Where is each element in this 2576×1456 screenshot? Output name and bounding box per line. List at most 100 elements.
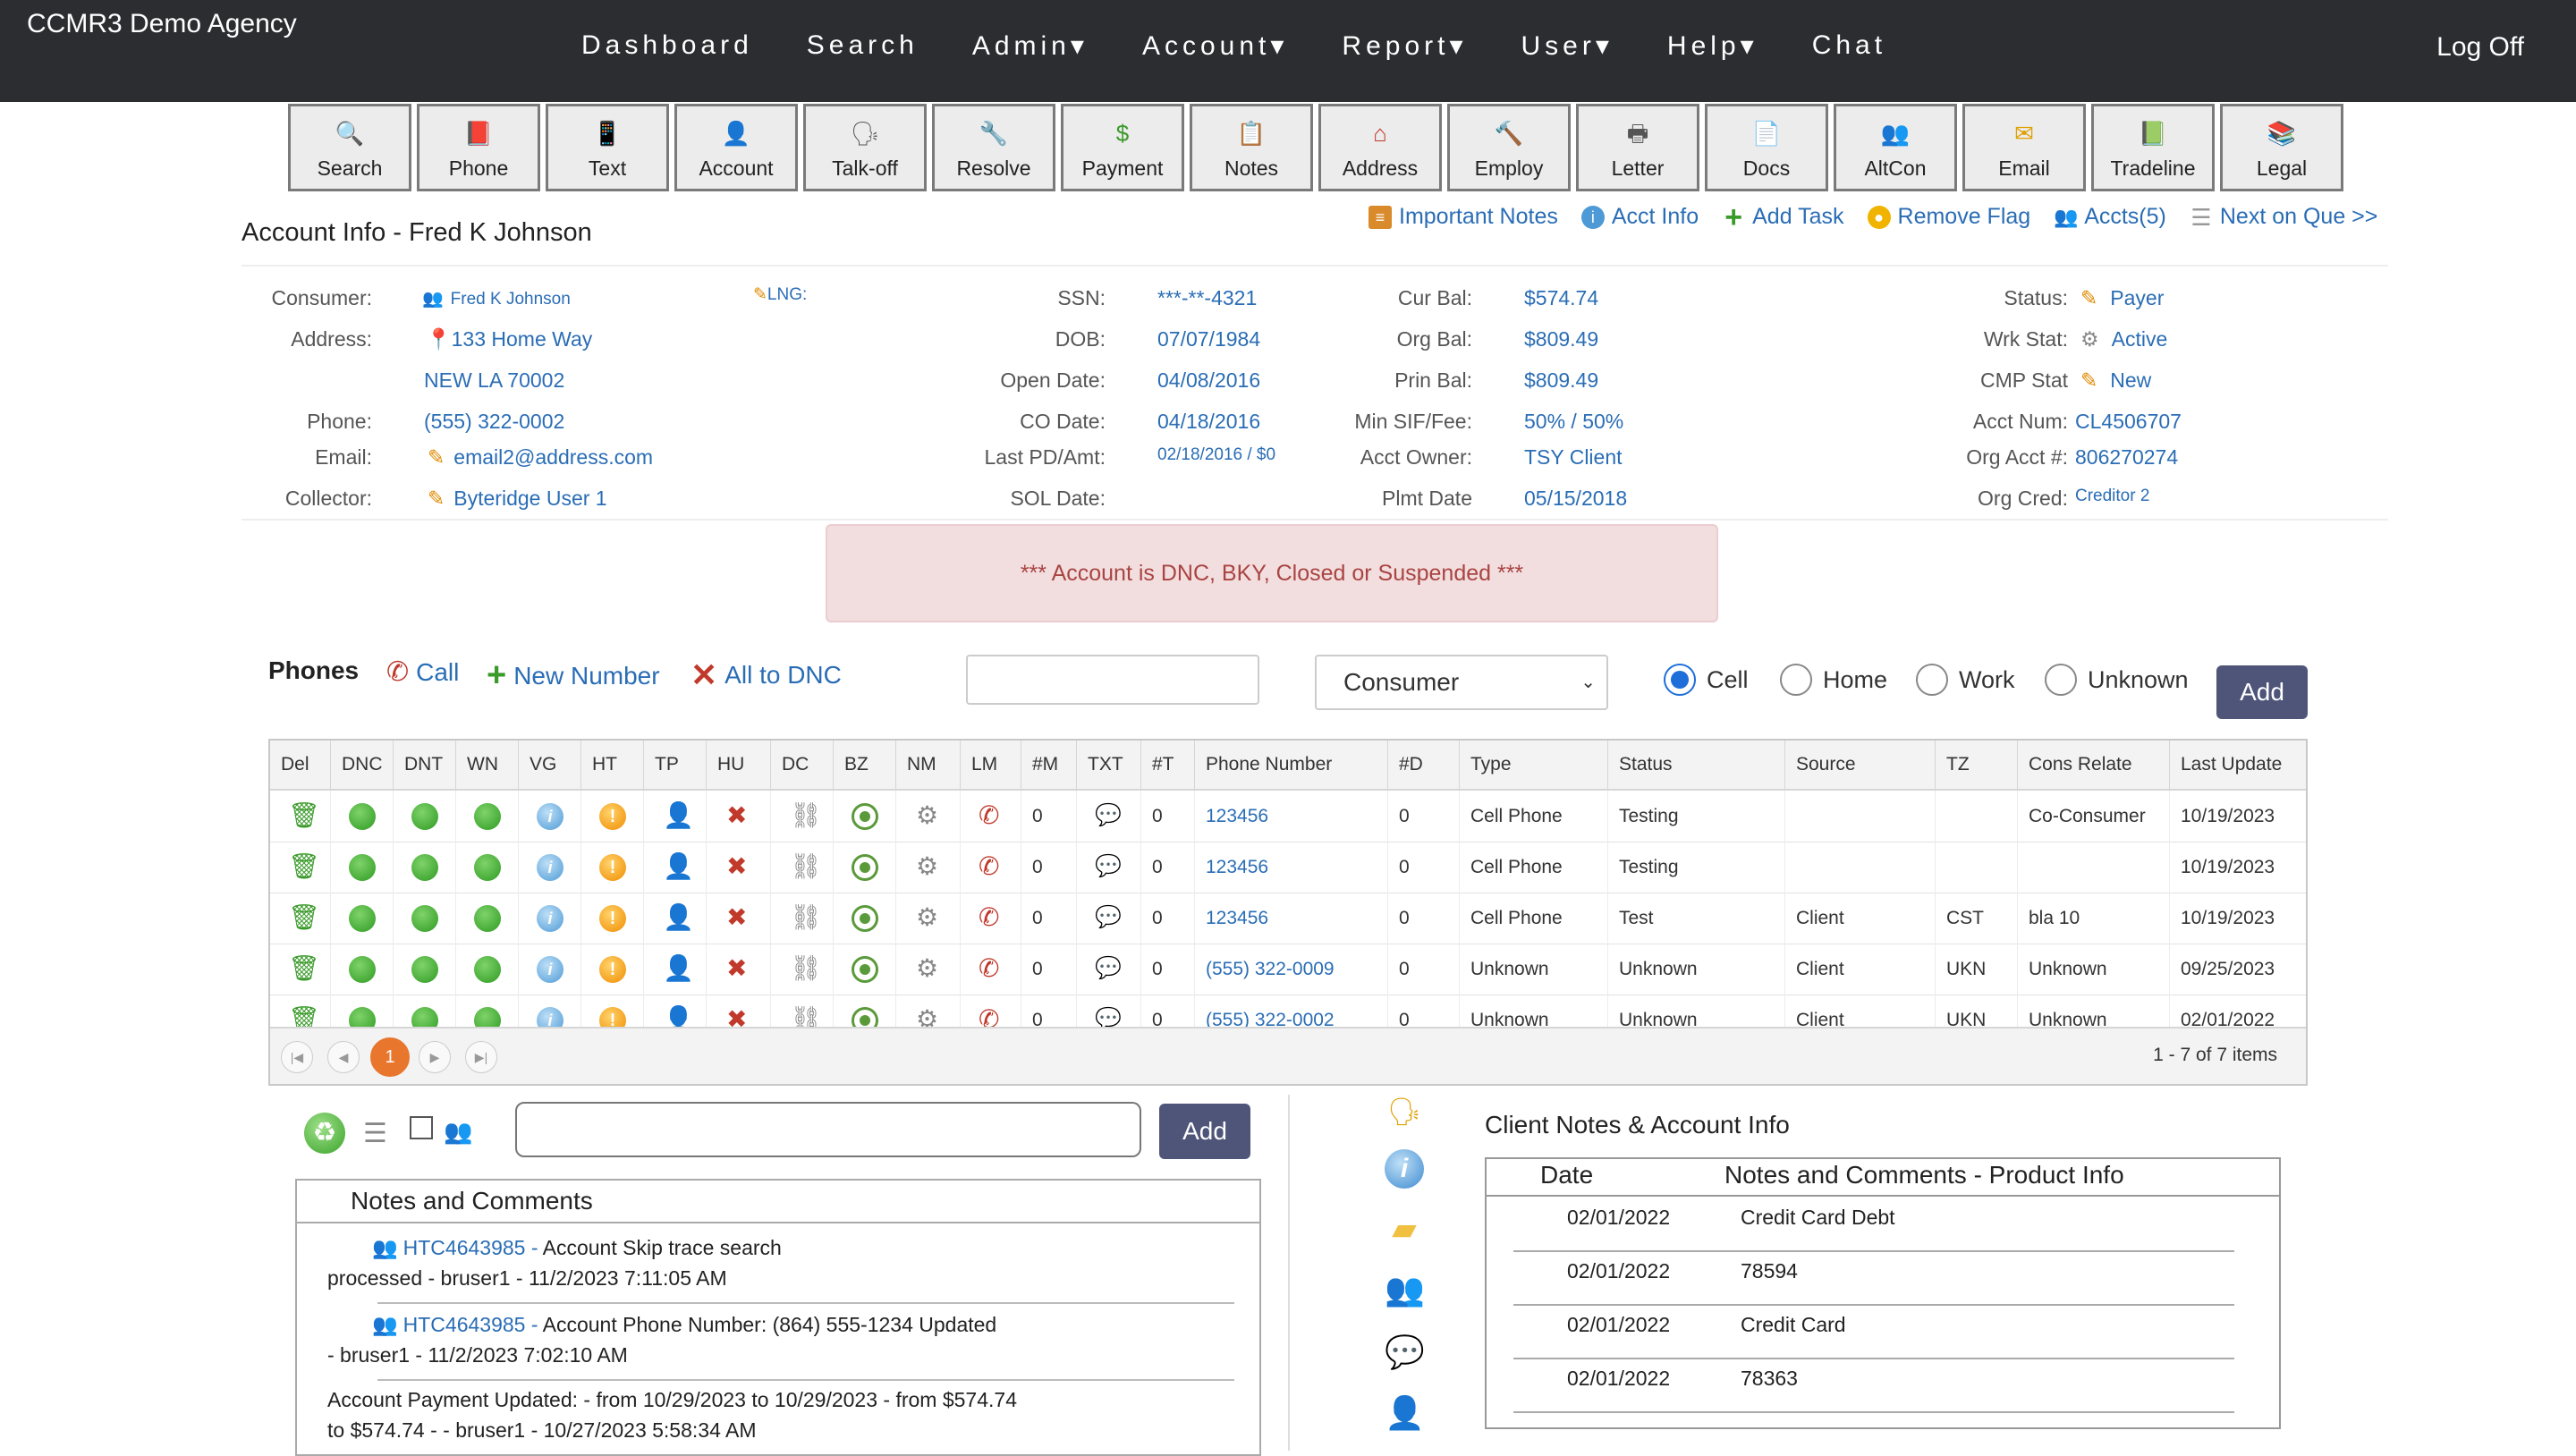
column-header[interactable]: #T — [1141, 741, 1195, 789]
new-number-link[interactable]: + New Number — [487, 656, 660, 695]
important-notes-link[interactable]: ≡ Important Notes — [1368, 204, 1558, 230]
note-account-link[interactable]: HTC4643985 - — [402, 1236, 538, 1259]
green-dot-icon[interactable] — [349, 905, 376, 932]
column-header[interactable]: Del — [270, 741, 331, 789]
column-header[interactable]: BZ — [834, 741, 896, 789]
column-header[interactable]: TZ — [1936, 741, 2018, 789]
green-dot-icon[interactable] — [411, 854, 438, 881]
notes-checkbox[interactable] — [410, 1116, 433, 1139]
list-add-icon[interactable]: ☰ — [363, 1119, 387, 1148]
info-icon[interactable]: i — [537, 956, 564, 983]
toolbar-employ-button[interactable]: 🔨 Employ — [1447, 104, 1571, 191]
current-page-button[interactable]: 1 — [370, 1037, 410, 1077]
user-search-icon[interactable]: 👤 — [1385, 1394, 1425, 1431]
logoff-link[interactable]: Log Off — [2436, 32, 2524, 62]
column-header[interactable]: DNT — [394, 741, 456, 789]
text-message-icon[interactable]: 💬 — [1095, 854, 1122, 878]
toolbar-notes-button[interactable]: 📋 Notes — [1190, 104, 1313, 191]
nav-account[interactable]: Account▾ — [1142, 30, 1288, 62]
column-header[interactable]: HT — [581, 741, 644, 789]
person-icon[interactable]: 👤 — [663, 852, 694, 880]
radio-cell[interactable]: Cell — [1664, 664, 1749, 696]
column-header[interactable]: TXT — [1077, 741, 1141, 789]
column-header[interactable]: Type — [1460, 741, 1608, 789]
column-header[interactable]: #D — [1388, 741, 1460, 789]
recycle-icon[interactable]: ♻ — [304, 1113, 345, 1154]
green-dot-icon[interactable] — [349, 803, 376, 830]
phone-handset-icon[interactable]: ✆ — [979, 852, 1000, 880]
text-message-icon[interactable]: 💬 — [1095, 803, 1122, 827]
last-page-icon[interactable]: ▶| — [465, 1041, 497, 1073]
phone-number-link[interactable]: (555) 322-0009 — [1195, 944, 1388, 995]
nav-admin[interactable]: Admin▾ — [972, 30, 1089, 62]
green-dot-icon[interactable] — [474, 803, 501, 830]
column-header[interactable]: Cons Relate — [2018, 741, 2170, 789]
trash-icon[interactable]: 🗑 — [288, 852, 320, 880]
phone-number-input[interactable] — [966, 655, 1259, 705]
email-value[interactable]: ✎ email2@address.com — [428, 445, 653, 470]
nav-chat[interactable]: Chat — [1811, 30, 1887, 60]
broken-link-icon[interactable]: ⛓ — [790, 801, 822, 829]
column-header[interactable]: DNC — [331, 741, 394, 789]
toolbar-altcon-button[interactable]: 👥 AltCon — [1834, 104, 1957, 191]
green-dot-icon[interactable] — [411, 956, 438, 983]
column-header[interactable]: NM — [896, 741, 961, 789]
warning-icon[interactable]: ! — [599, 956, 626, 983]
acct-info-link[interactable]: i Acct Info — [1580, 204, 1699, 230]
all-to-dnc-link[interactable]: ✕ All to DNC — [691, 656, 842, 694]
phone-number-link[interactable]: (555) 322-0002 — [1195, 995, 1388, 1045]
nav-help[interactable]: Help▾ — [1667, 30, 1758, 62]
status-value[interactable]: ✎ Payer — [2080, 286, 2164, 310]
nav-dashboard[interactable]: Dashboard — [581, 30, 753, 60]
column-header[interactable]: #M — [1021, 741, 1077, 789]
text-message-icon[interactable]: 💬 — [1095, 905, 1122, 929]
toolbar-legal-button[interactable]: 📚 Legal — [2220, 104, 2343, 191]
green-dot-icon[interactable] — [411, 803, 438, 830]
prev-page-icon[interactable]: ◀ — [327, 1041, 360, 1073]
toolbar-tradeline-button[interactable]: 📗 Tradeline — [2091, 104, 2215, 191]
warning-icon[interactable]: ! — [599, 854, 626, 881]
column-header[interactable]: WN — [456, 741, 519, 789]
gear-alert-icon[interactable]: ⚙ — [916, 903, 939, 931]
broken-link-icon[interactable]: ⛓ — [790, 852, 822, 880]
add-task-link[interactable]: + Add Task — [1722, 202, 1843, 233]
column-header[interactable]: Source — [1785, 741, 1936, 789]
trash-icon[interactable]: 🗑 — [288, 903, 320, 931]
target-icon[interactable] — [852, 905, 878, 932]
toolbar-search-button[interactable]: 🔍 Search — [288, 104, 411, 191]
person-remove-icon[interactable]: ✖ — [726, 852, 748, 880]
column-header[interactable]: TP — [644, 741, 707, 789]
gear-alert-icon[interactable]: ⚙ — [916, 801, 939, 829]
toolbar-payment-button[interactable]: $ Payment — [1061, 104, 1184, 191]
toolbar-resolve-button[interactable]: 🔧 Resolve — [932, 104, 1055, 191]
trash-icon[interactable]: 🗑 — [288, 954, 320, 982]
nav-search[interactable]: Search — [806, 30, 919, 60]
nav-report[interactable]: Report▾ — [1342, 30, 1467, 62]
note-account-link[interactable]: HTC4643985 - — [402, 1313, 538, 1336]
green-dot-icon[interactable] — [349, 854, 376, 881]
info-icon[interactable]: i — [537, 803, 564, 830]
consumer-value[interactable]: 👥 Fred K Johnson — [422, 288, 571, 309]
person-remove-icon[interactable]: ✖ — [726, 954, 748, 982]
column-header[interactable]: Phone Number — [1195, 741, 1388, 789]
phone-number-link[interactable]: 123456 — [1195, 893, 1388, 944]
column-header[interactable]: VG — [519, 741, 581, 789]
add-phone-button[interactable]: Add — [2216, 665, 2308, 719]
phone-value[interactable]: (555) 322-0002 — [424, 410, 565, 433]
org-cred-value[interactable]: Creditor 2 — [2075, 487, 2150, 505]
person-icon[interactable]: 👤 — [663, 903, 694, 931]
phone-number-link[interactable]: 123456 — [1195, 842, 1388, 893]
person-icon[interactable]: 👤 — [663, 801, 694, 829]
trash-icon[interactable]: 🗑 — [288, 801, 320, 829]
phone-handset-icon[interactable]: ✆ — [979, 801, 1000, 829]
info-icon[interactable]: i — [1385, 1147, 1424, 1189]
call-link[interactable]: ✆ Call — [386, 656, 459, 688]
green-dot-icon[interactable] — [474, 956, 501, 983]
text-message-icon[interactable]: 💬 — [1095, 956, 1122, 980]
column-header[interactable]: LM — [961, 741, 1021, 789]
sticky-note-icon[interactable]: ▰ — [1392, 1210, 1417, 1247]
phone-handset-icon[interactable]: ✆ — [979, 1005, 1000, 1033]
next-page-icon[interactable]: ▶ — [419, 1041, 451, 1073]
toolbar-phone-button[interactable]: 📕 Phone — [417, 104, 540, 191]
warning-icon[interactable]: ! — [599, 803, 626, 830]
